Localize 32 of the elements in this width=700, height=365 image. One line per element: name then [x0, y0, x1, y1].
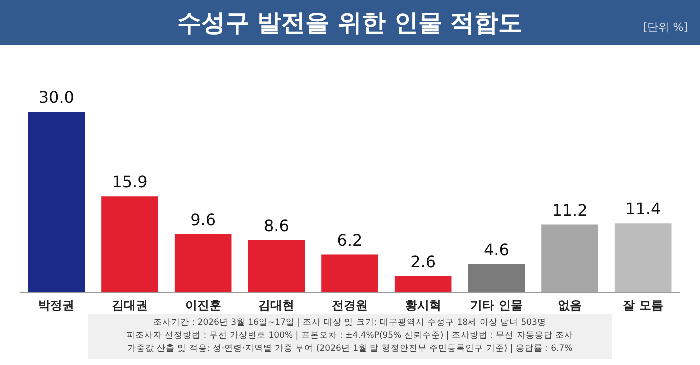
x-tick-label: 김대현 — [258, 298, 295, 312]
bar — [174, 234, 232, 292]
data-label: 11.2 — [552, 200, 588, 220]
x-tick-label: 황시혁 — [405, 298, 442, 312]
data-label: 9.6 — [190, 210, 216, 230]
bar — [102, 196, 158, 292]
data-label: 30.0 — [38, 88, 74, 107]
data-label: 2.6 — [410, 252, 436, 272]
bar — [614, 224, 672, 292]
chart-subtitle: [단위 %] — [643, 20, 688, 35]
x-tick-label: 잘 모름 — [623, 298, 664, 312]
x-tick-label: 박정권 — [38, 298, 75, 312]
bar — [322, 254, 378, 292]
bar — [468, 264, 526, 292]
x-tick-label: 기타 인물 — [470, 298, 523, 312]
data-label: 6.2 — [337, 230, 363, 250]
x-tick-label: 전경원 — [332, 298, 368, 312]
text: 조사기간 : 2026년 3월 16일~17일 | 조사 대상 및 크기: 대구광역시 수성구 18세 이상 남녀 503명 — [152, 317, 548, 330]
data-label: 4.6 — [484, 240, 510, 260]
bar — [394, 276, 452, 292]
text: 가중값 산출 및 적용: 성·연령·지역별 가중 부여 (2026년 1월 말 행정안전부 주민등록인구 기준) | 응답률 : 6.7% — [126, 343, 574, 356]
x-tick-label: 없음 — [558, 298, 582, 312]
chart-title: 수성구 발전을 위한 인물 적합도 — [177, 9, 523, 37]
data-label: 11.4 — [626, 200, 662, 219]
data-label: 15.9 — [112, 172, 148, 192]
x-tick-label: 이진훈 — [185, 298, 222, 312]
bar — [28, 112, 86, 292]
text: 피조사자 선정방법 : 무선 가상번호 100% | 표본오차 : ±4.4%P(95% 신뢰수준) | 조사방법 : 무선 자동응답 조사 — [125, 330, 575, 343]
bar — [542, 224, 598, 292]
x-tick-label: 김대권 — [112, 298, 148, 312]
data-label: 8.6 — [264, 216, 290, 236]
bar — [248, 240, 306, 292]
